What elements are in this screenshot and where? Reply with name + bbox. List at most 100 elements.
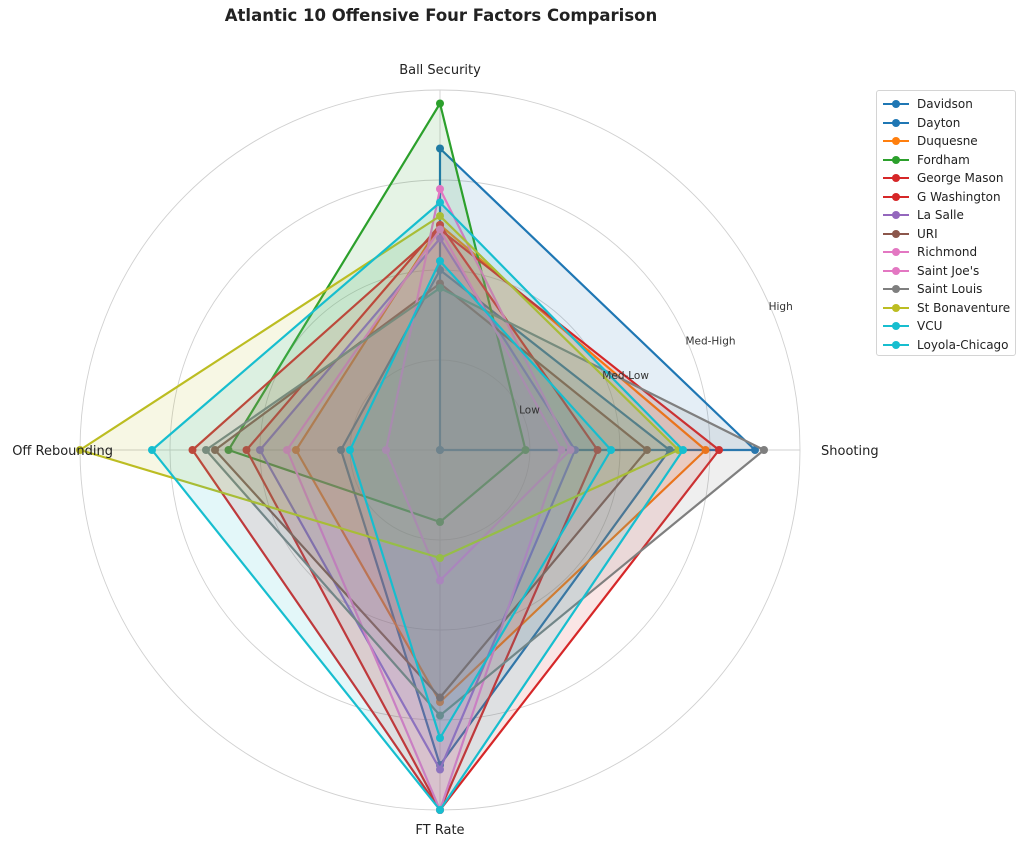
legend-swatch	[883, 136, 909, 146]
legend-swatch	[883, 247, 909, 257]
data-point-saint-joe-s-ball-security	[436, 225, 444, 234]
series-dayton	[337, 266, 674, 769]
legend-item-vcu: VCU	[883, 317, 1015, 336]
ring-label-med-low: Med-Low	[602, 370, 649, 382]
data-point-george-mason-off-rebounding	[188, 446, 197, 454]
data-point-george-mason-shooting	[715, 446, 723, 454]
legend-swatch	[883, 173, 909, 183]
data-point-la-salle-off-rebounding	[256, 446, 264, 454]
legend-label: Fordham	[917, 152, 970, 167]
legend-label: G Washington	[917, 189, 1001, 204]
legend-label: George Mason	[917, 171, 1004, 186]
data-point-saint-louis-off-rebounding	[202, 446, 210, 454]
radar-labels: Low Med-Low Med-High High Shooting FT Rate Off…	[12, 63, 878, 838]
legend-label: VCU	[917, 319, 943, 334]
series-line-loyola-chicago	[150, 201, 685, 812]
legend: Davidson Dayton Duquesne Fordham George Maso…	[876, 90, 1016, 356]
data-point-saint-joe-s-off-rebounding	[283, 446, 291, 454]
legend-label: URI	[917, 226, 938, 241]
legend-swatch	[883, 266, 909, 276]
data-point-la-salle-ft-rate	[436, 765, 444, 774]
data-point-richmond-ft-rate	[436, 576, 444, 585]
data-point-uri-ft-rate	[436, 693, 444, 702]
data-point-fordham-ft-rate	[436, 518, 444, 526]
data-point-vcu-ft-rate	[436, 734, 444, 742]
data-point-saint-louis-shooting	[760, 446, 768, 454]
series-saint-louis	[202, 284, 768, 720]
data-point-fordham-shooting	[521, 446, 530, 454]
data-point-richmond-off-rebounding	[382, 446, 390, 454]
chart-title: Atlantic 10 Offensive Four Factors Compa…	[224, 6, 658, 25]
legend-swatch	[883, 340, 909, 350]
data-point-saint-louis-ft-rate	[436, 711, 444, 720]
legend-swatch	[883, 210, 909, 220]
legend-item-la-salle: La Salle	[883, 206, 1015, 225]
data-point-loyola-chicago-off-rebounding	[148, 446, 156, 454]
legend-label: Davidson	[917, 97, 973, 112]
legend-item-uri: URI	[883, 225, 1015, 244]
legend-swatch	[883, 229, 909, 239]
data-point-duquesne-off-rebounding	[292, 446, 300, 454]
legend-label: Duquesne	[917, 134, 978, 149]
legend-label: St Bonaventure	[917, 300, 1011, 315]
axis-label-shooting: Shooting	[821, 444, 879, 459]
data-point-davidson-shooting	[751, 446, 759, 454]
legend-swatch	[883, 118, 909, 128]
data-point-saint-louis-ball-security	[436, 284, 444, 292]
data-point-uri-shooting	[643, 446, 651, 454]
radar-series-group	[76, 99, 768, 814]
legend-item-fordham: Fordham	[883, 151, 1015, 170]
radar-chart: Low Med-Low Med-High High Shooting FT Rate Off…	[12, 63, 878, 838]
data-point-vcu-off-rebounding	[346, 446, 354, 454]
data-point-fordham-ball-security	[436, 99, 444, 108]
legend-item-saint-joe-s: Saint Joe's	[883, 262, 1015, 281]
data-point-st-bonaventure-ft-rate	[436, 554, 444, 562]
data-point-st-bonaventure-ball-security	[436, 212, 444, 220]
axis-label-ball-security: Ball Security	[399, 63, 481, 78]
data-point-vcu-ball-security	[436, 257, 444, 265]
legend-item-g-washington: G Washington	[883, 188, 1015, 207]
data-point-fordham-off-rebounding	[224, 446, 233, 454]
data-point-loyola-chicago-ball-security	[436, 198, 444, 207]
data-point-loyola-chicago-ft-rate	[436, 806, 444, 814]
data-point-davidson-off-rebounding	[436, 446, 444, 454]
data-point-davidson-ball-security	[436, 144, 444, 153]
data-point-richmond-shooting	[566, 446, 575, 454]
legend-item-george-mason: George Mason	[883, 169, 1015, 188]
data-point-g-washington-shooting	[593, 446, 602, 454]
data-point-dayton-off-rebounding	[337, 446, 345, 454]
series-loyola-chicago	[148, 198, 687, 814]
legend-item-dayton: Dayton	[883, 114, 1015, 133]
legend-swatch	[883, 321, 909, 331]
legend-swatch	[883, 192, 909, 202]
axis-label-off-rebounding: Off Rebounding	[12, 444, 113, 459]
legend-swatch	[883, 303, 909, 313]
legend-item-saint-louis: Saint Louis	[883, 280, 1015, 299]
ring-label-high: High	[769, 301, 793, 313]
axis-label-ft-rate: FT Rate	[415, 823, 464, 838]
series-vcu	[346, 257, 615, 742]
legend-label: Saint Joe's	[917, 263, 980, 278]
data-point-st-bonaventure-off-rebounding	[76, 446, 84, 454]
legend-label: Richmond	[917, 245, 978, 260]
data-point-saint-joe-s-shooting	[557, 446, 566, 454]
legend-label: Dayton	[917, 115, 961, 130]
legend-item-richmond: Richmond	[883, 243, 1015, 262]
legend-item-st-bonaventure: St Bonaventure	[883, 299, 1015, 318]
series-richmond	[382, 185, 575, 585]
legend-label: La Salle	[917, 208, 964, 223]
legend-item-duquesne: Duquesne	[883, 132, 1015, 151]
ring-label-low: Low	[519, 405, 540, 417]
data-point-loyola-chicago-shooting	[679, 446, 687, 454]
legend-item-davidson: Davidson	[883, 95, 1015, 114]
legend-item-loyola-chicago: Loyola-Chicago	[883, 336, 1015, 355]
legend-label: Loyola-Chicago	[917, 337, 1009, 352]
data-point-uri-off-rebounding	[211, 446, 219, 454]
data-point-g-washington-off-rebounding	[242, 446, 251, 454]
legend-swatch	[883, 155, 909, 165]
legend-swatch	[883, 284, 909, 294]
legend-swatch	[883, 99, 909, 109]
data-point-dayton-ball-security	[436, 266, 444, 274]
ring-label-med-high: Med-High	[685, 336, 735, 348]
data-point-duquesne-shooting	[701, 446, 710, 454]
